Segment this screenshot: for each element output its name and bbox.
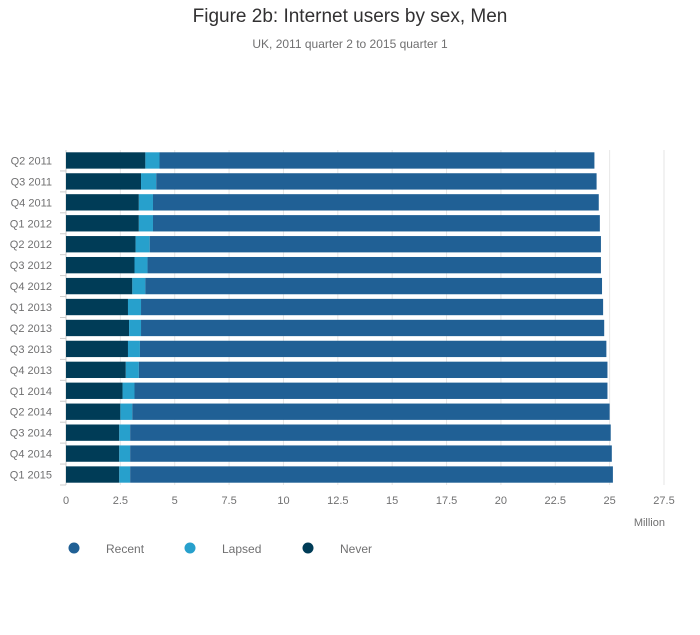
- bar-recent[interactable]: [138, 361, 608, 379]
- x-tick-label: 12.5: [327, 495, 348, 507]
- legend-label-recent[interactable]: Recent: [106, 542, 145, 556]
- bar-recent[interactable]: [134, 382, 608, 399]
- x-tick-label: 25: [604, 495, 616, 507]
- legend-marker-never[interactable]: [302, 542, 314, 554]
- y-tick-label: Q2 2012: [10, 239, 52, 251]
- x-tick-label: 10: [277, 495, 289, 507]
- y-tick-label: Q1 2012: [10, 218, 52, 230]
- chart-title: Figure 2b: Internet users by sex, Men: [192, 6, 508, 27]
- y-tick-label: Q3 2014: [10, 428, 52, 440]
- x-tick-label: 5: [172, 495, 178, 507]
- bar-recent[interactable]: [130, 445, 612, 462]
- bar-never[interactable]: [66, 194, 139, 211]
- legend-label-lapsed[interactable]: Lapsed: [222, 542, 261, 556]
- x-tick-label: 2.5: [113, 495, 128, 507]
- bar-never[interactable]: [66, 466, 120, 483]
- x-tick-label: 17.5: [436, 495, 457, 507]
- bar-lapsed[interactable]: [125, 361, 139, 379]
- bar-never[interactable]: [66, 424, 120, 441]
- y-tick-label: Q2 2011: [11, 155, 52, 167]
- x-tick-label: 15: [386, 495, 398, 507]
- y-tick-label: Q2 2013: [10, 323, 52, 335]
- bar-lapsed[interactable]: [132, 277, 146, 295]
- legend-marker-recent[interactable]: [68, 542, 80, 554]
- x-tick-label: 20: [495, 495, 507, 507]
- y-tick-label: Q4 2014: [10, 449, 52, 461]
- bar-never[interactable]: [66, 277, 133, 295]
- y-tick-label: Q4 2013: [10, 365, 52, 377]
- bar-recent[interactable]: [149, 236, 601, 253]
- bar-recent[interactable]: [152, 194, 599, 211]
- y-tick-label: Q1 2014: [10, 386, 52, 398]
- bar-recent[interactable]: [147, 256, 601, 274]
- bar-recent[interactable]: [141, 319, 605, 337]
- chart-subtitle: UK, 2011 quarter 2 to 2015 quarter 1: [252, 37, 448, 51]
- bar-lapsed[interactable]: [145, 152, 160, 169]
- bar-never[interactable]: [66, 382, 123, 399]
- x-tick-label: 27.5: [653, 495, 674, 507]
- bar-recent[interactable]: [156, 173, 597, 190]
- y-tick-label: Q4 2011: [11, 197, 52, 209]
- bar-lapsed[interactable]: [135, 236, 150, 253]
- x-tick-label: 7.5: [221, 495, 236, 507]
- x-axis-title: Million: [634, 517, 665, 529]
- y-tick-label: Q2 2014: [10, 407, 52, 419]
- bar-never[interactable]: [66, 298, 128, 316]
- bar-lapsed[interactable]: [138, 194, 153, 211]
- bar-never[interactable]: [66, 319, 130, 337]
- y-tick-label: Q3 2013: [10, 344, 52, 356]
- x-tick-label: 0: [63, 495, 69, 507]
- y-tick-label: Q3 2012: [10, 260, 52, 272]
- bar-lapsed[interactable]: [119, 466, 131, 483]
- bar-lapsed[interactable]: [134, 256, 148, 274]
- y-tick-label: Q1 2013: [10, 302, 52, 314]
- bar-lapsed[interactable]: [127, 340, 140, 358]
- bar-never[interactable]: [66, 173, 142, 190]
- bar-recent[interactable]: [152, 215, 600, 232]
- bar-lapsed[interactable]: [119, 424, 131, 441]
- bar-never[interactable]: [66, 340, 128, 358]
- bar-lapsed[interactable]: [141, 173, 157, 190]
- bar-never[interactable]: [66, 403, 121, 420]
- bar-lapsed[interactable]: [120, 403, 133, 420]
- bar-never[interactable]: [66, 236, 136, 253]
- bar-recent[interactable]: [141, 298, 604, 316]
- bar-lapsed[interactable]: [122, 382, 135, 399]
- legend-marker-lapsed[interactable]: [184, 542, 196, 554]
- bar-recent[interactable]: [159, 152, 595, 169]
- bar-recent[interactable]: [145, 277, 603, 295]
- bar-never[interactable]: [66, 152, 146, 169]
- y-tick-label: Q1 2015: [10, 470, 52, 482]
- bar-never[interactable]: [66, 361, 126, 379]
- bar-never[interactable]: [66, 445, 120, 462]
- y-tick-label: Q3 2011: [11, 176, 52, 188]
- bar-recent[interactable]: [130, 424, 611, 441]
- bar-lapsed[interactable]: [138, 215, 153, 232]
- bar-recent[interactable]: [132, 403, 610, 420]
- x-tick-label: 22.5: [545, 495, 566, 507]
- bar-never[interactable]: [66, 256, 135, 274]
- bar-never[interactable]: [66, 215, 139, 232]
- bar-lapsed[interactable]: [129, 319, 142, 337]
- bar-lapsed[interactable]: [119, 445, 131, 462]
- bar-recent[interactable]: [139, 340, 607, 358]
- legend-label-never[interactable]: Never: [340, 542, 372, 556]
- bar-recent[interactable]: [130, 466, 613, 483]
- bar-lapsed[interactable]: [127, 298, 142, 316]
- y-tick-label: Q4 2012: [10, 281, 52, 293]
